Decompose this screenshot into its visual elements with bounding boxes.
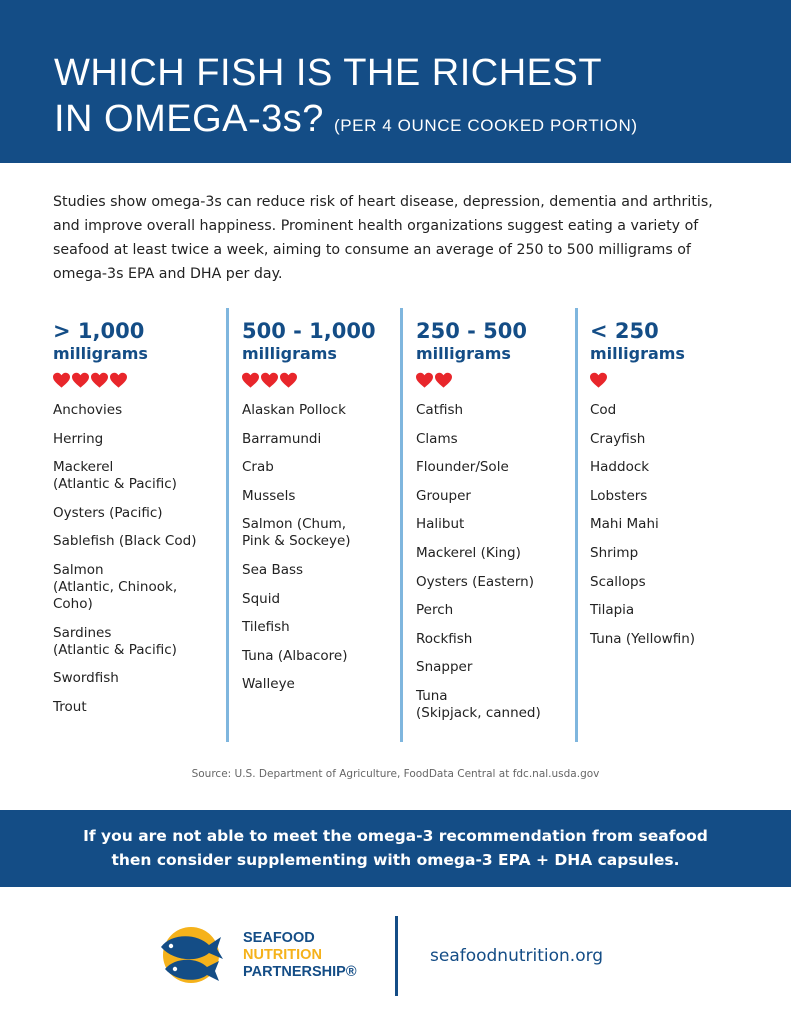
heart-rating (242, 372, 376, 394)
fish-item: Sardines (Atlantic & Pacific) (53, 624, 177, 658)
fish-item: Haddock (590, 459, 650, 476)
heart-rating (53, 372, 196, 394)
recommendation-banner: If you are not able to meet the omega-3 … (0, 810, 791, 887)
fish-item: Mackerel (Atlantic & Pacific) (53, 459, 177, 493)
column-range: > 1,000 (53, 319, 145, 343)
brand-line-2: NUTRITION (243, 947, 322, 963)
heart-icon (72, 372, 89, 388)
heart-rating (590, 372, 695, 394)
fish-item: Salmon (Atlantic, Chinook, Coho) (53, 561, 178, 612)
fish-logo-icon (161, 927, 223, 983)
footer-divider (395, 916, 398, 996)
fish-item: Catfish (416, 402, 464, 418)
fish-item: Halibut (416, 516, 465, 533)
column-range: < 250 (590, 319, 659, 343)
fish-item: Tuna (Yellowfin) (590, 630, 696, 647)
fish-item: Snapper (416, 659, 473, 676)
column-unit: milligrams (53, 344, 148, 363)
column-divider (400, 308, 403, 742)
brand-line-3: PARTNERSHIP® (243, 964, 357, 980)
fish-item: Grouper (416, 487, 471, 504)
column-250-500: 250 - 500 milligrams Catfish Clams Flounde… (416, 318, 541, 734)
column-divider (226, 308, 229, 742)
fish-list: Anchovies Herring Mackerel (Atlantic & Pac… (53, 402, 196, 716)
fish-item: Perch (416, 602, 454, 619)
fish-list: Alaskan Pollock Barramundi Crab Mussels Salm… (242, 402, 376, 693)
column-unit: milligrams (416, 344, 511, 363)
fish-item: Mackerel (King) (416, 544, 521, 561)
fish-item: Tilapia (590, 602, 635, 619)
title-line-2: IN OMEGA-3s? (54, 98, 324, 140)
heart-icon (261, 372, 278, 388)
fish-item: Squid (242, 590, 281, 607)
fish-item: Swordfish (53, 670, 119, 687)
header-banner: WHICH FISH IS THE RICHEST IN OMEGA-3s? (P… (0, 0, 791, 163)
fish-item: Crayfish (590, 430, 646, 447)
heart-icon (590, 372, 607, 388)
brand-line-1: SEAFOOD (243, 930, 315, 946)
heart-icon (435, 372, 452, 388)
fish-item: Anchovies (53, 402, 123, 418)
column-unit: milligrams (242, 344, 337, 363)
page-title: WHICH FISH IS THE RICHEST IN OMEGA-3s? (P… (54, 50, 638, 149)
fish-item: Rockfish (416, 630, 473, 647)
column-500-1000: 500 - 1,000 milligrams Alaskan Pollock Ba… (242, 318, 376, 705)
website-link[interactable]: seafoodnutrition.org (430, 946, 604, 966)
column-over-1000: > 1,000 milligrams Anchovies Herring Macke… (53, 318, 196, 727)
column-under-250: < 250 milligrams Cod Crayfish Haddock Lobst… (590, 318, 695, 659)
banner-line-1: If you are not able to meet the omega-3 … (83, 827, 708, 845)
fish-item: Alaskan Pollock (242, 402, 346, 418)
fish-item: Tuna (Skipjack, canned) (416, 687, 541, 721)
banner-line-2: then consider supplementing with omega-3… (111, 851, 680, 869)
fish-item: Sea Bass (242, 561, 304, 578)
column-unit: milligrams (590, 344, 685, 363)
heart-icon (416, 372, 433, 388)
heart-icon (110, 372, 127, 388)
fish-item: Scallops (590, 573, 646, 590)
fish-item: Salmon (Chum, Pink & Sockeye) (242, 516, 351, 550)
heart-icon (91, 372, 108, 388)
heart-icon (280, 372, 297, 388)
fish-item: Barramundi (242, 430, 322, 447)
fish-item: Shrimp (590, 544, 639, 561)
fish-item: Lobsters (590, 487, 648, 504)
column-range: 250 - 500 (416, 319, 528, 343)
fish-item: Herring (53, 430, 104, 447)
fish-item: Mussels (242, 487, 296, 504)
fish-item: Sablefish (Black Cod) (53, 533, 197, 550)
title-subtitle: (PER 4 OUNCE COOKED PORTION) (333, 116, 638, 135)
source-citation: Source: U.S. Department of Agriculture, … (191, 768, 600, 780)
heart-rating (416, 372, 541, 394)
fish-item: Oysters (Pacific) (53, 504, 163, 521)
fish-list: Cod Crayfish Haddock Lobsters Mahi Mahi Shrim… (590, 402, 695, 648)
fish-item: Clams (416, 430, 458, 447)
brand-name: SEAFOOD NUTRITION PARTNERSHIP® (243, 930, 357, 981)
column-range: 500 - 1,000 (242, 319, 376, 343)
fish-list: Catfish Clams Flounder/Sole Grouper Halibut M… (416, 402, 541, 722)
fish-item: Mahi Mahi (590, 516, 659, 533)
title-line-1: WHICH FISH IS THE RICHEST (54, 52, 603, 94)
fish-item: Oysters (Eastern) (416, 573, 534, 590)
fish-item: Trout (53, 698, 87, 715)
fish-item: Crab (242, 459, 274, 476)
fish-item: Tilefish (242, 619, 290, 636)
heart-icon (242, 372, 259, 388)
fish-item: Flounder/Sole (416, 459, 509, 476)
heart-icon (53, 372, 70, 388)
column-divider (575, 308, 578, 742)
fish-item: Walleye (242, 676, 295, 693)
fish-item: Tuna (Albacore) (242, 647, 348, 664)
fish-item: Cod (590, 402, 617, 418)
intro-paragraph: Studies show omega-3s can reduce risk of… (53, 194, 713, 282)
